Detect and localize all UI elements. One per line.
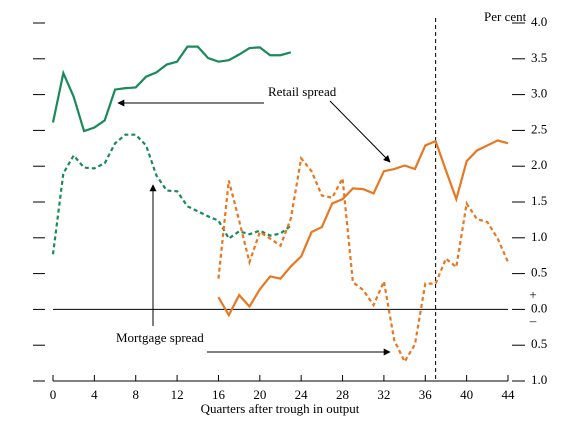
x-axis-label: Quarters after trough in output bbox=[201, 401, 360, 416]
annotation-arrow bbox=[329, 100, 391, 163]
y-tick-label: 1.5 bbox=[531, 193, 547, 208]
y-tick-label: 1.0 bbox=[531, 229, 547, 244]
annotation: Mortgage spread bbox=[116, 330, 204, 345]
x-tick-label: 28 bbox=[336, 387, 349, 402]
y-tick-label: 2.0 bbox=[531, 157, 547, 172]
y-tick-label: 2.5 bbox=[531, 121, 547, 136]
y-tick-label: 3.0 bbox=[531, 86, 547, 101]
x-tick-label: 8 bbox=[132, 387, 139, 402]
y-tick-label: 0.5 bbox=[531, 265, 547, 280]
plus-sign: + bbox=[529, 287, 536, 302]
series-line bbox=[51, 45, 292, 133]
x-tick-label: 32 bbox=[377, 387, 390, 402]
x-tick-label: 36 bbox=[419, 387, 433, 402]
x-tick-label: 24 bbox=[295, 387, 309, 402]
minus-sign: – bbox=[529, 313, 537, 328]
y-unit-label: Per cent bbox=[484, 9, 527, 24]
annotation: Retail spread bbox=[268, 84, 337, 99]
y-tick-label: 4.0 bbox=[531, 14, 547, 29]
series-line bbox=[217, 139, 509, 318]
y-tick-label: 0.5 bbox=[531, 336, 547, 351]
series-line bbox=[51, 133, 292, 255]
y-tick-label: 0.0 bbox=[531, 300, 547, 315]
x-tick-label: 16 bbox=[212, 387, 226, 402]
y-tick-label: 3.5 bbox=[531, 50, 547, 65]
x-tick-label: 12 bbox=[171, 387, 184, 402]
y-tick-label: 1.0 bbox=[531, 372, 547, 387]
x-tick-label: 20 bbox=[253, 387, 266, 402]
x-tick-label: 40 bbox=[460, 387, 473, 402]
x-tick-label: 44 bbox=[502, 387, 516, 402]
x-tick-label: 4 bbox=[91, 387, 98, 402]
x-tick-label: 0 bbox=[50, 387, 57, 402]
